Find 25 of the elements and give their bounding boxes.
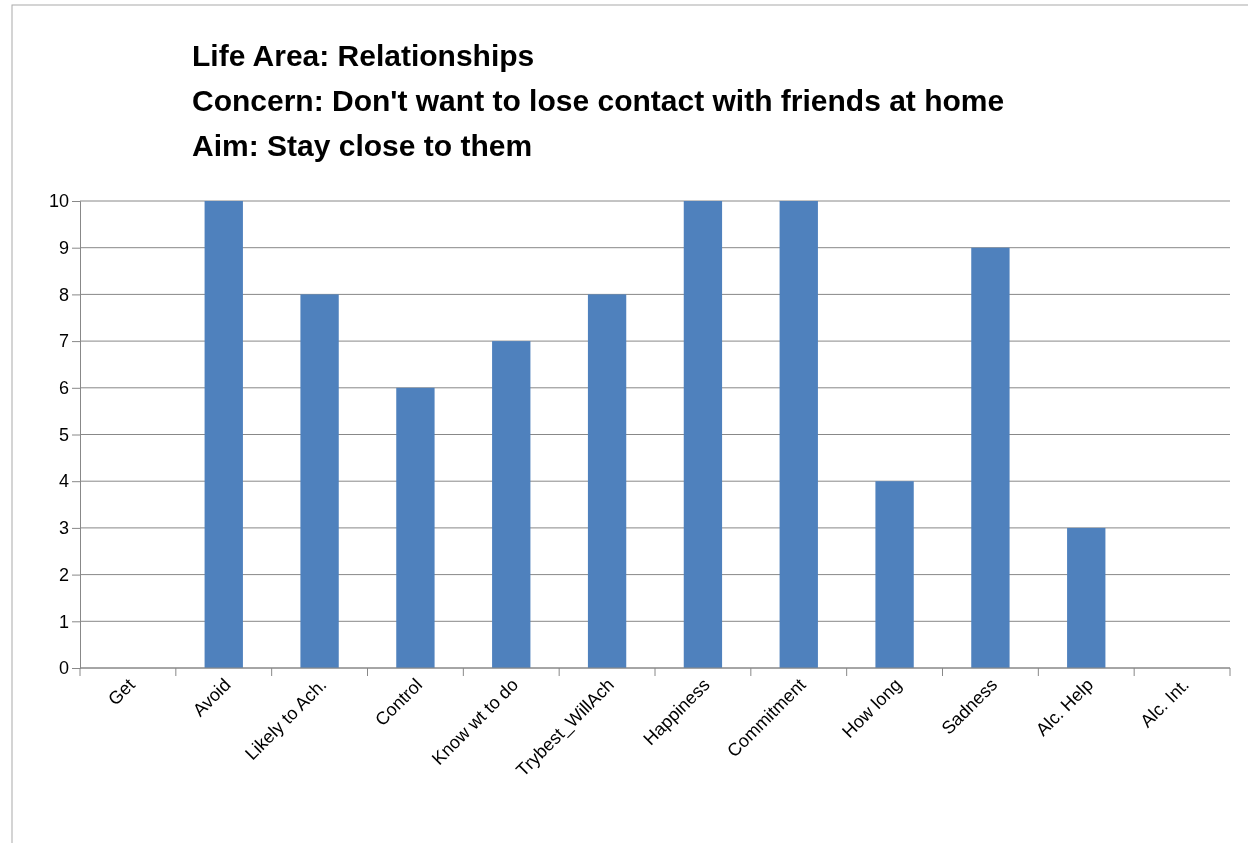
y-tick-label: 4 [58,471,69,492]
y-tick-label: 1 [58,611,69,632]
y-tick-label: 6 [58,378,69,399]
y-tick-label: 2 [58,564,69,585]
y-tick-label: 10 [48,191,69,212]
bar [587,294,627,668]
y-tick-label: 9 [58,237,69,258]
bar [683,201,723,668]
bar [300,294,339,668]
bar [1067,527,1106,668]
bar [971,247,1010,668]
y-tick-label: 3 [58,518,69,539]
y-tick-label: 8 [58,284,69,305]
x-tick-label: Get [104,674,139,710]
bar [779,201,818,668]
y-tick-label: 0 [58,658,69,679]
bar [204,201,243,668]
chart-title: Life Area: Relationships Concern: Don't want to lose contact with friends at home Aim: Stay close to them [192,39,1005,162]
y-tick-label: 5 [58,424,69,445]
x-tick-label: Alc. Int. [1136,674,1193,732]
bar [492,341,531,668]
bar [396,387,435,668]
y-tick-label: 7 [58,331,69,352]
x-tick-label: Alc. Help [1032,674,1098,740]
bar [875,481,914,668]
